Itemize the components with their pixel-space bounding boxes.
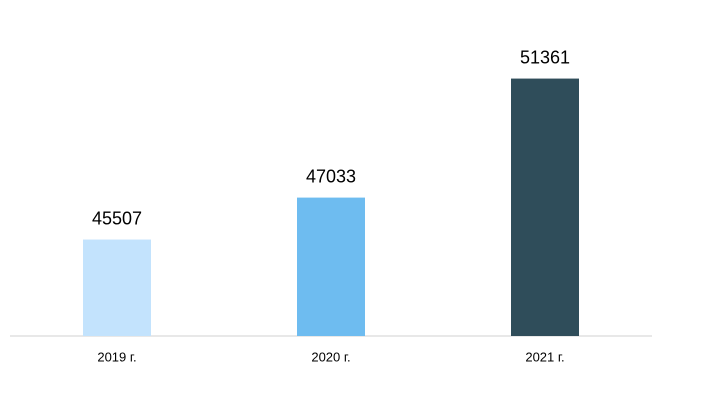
value-label: 51361 bbox=[520, 47, 570, 67]
bar bbox=[297, 197, 365, 336]
bar bbox=[83, 239, 151, 336]
x-tick-label: 2020 г. bbox=[311, 349, 350, 364]
value-label: 45507 bbox=[92, 208, 142, 228]
x-tick-label: 2021 г. bbox=[525, 349, 564, 364]
x-tick-label: 2019 г. bbox=[97, 349, 136, 364]
bar bbox=[511, 78, 579, 336]
value-label: 47033 bbox=[306, 166, 356, 186]
